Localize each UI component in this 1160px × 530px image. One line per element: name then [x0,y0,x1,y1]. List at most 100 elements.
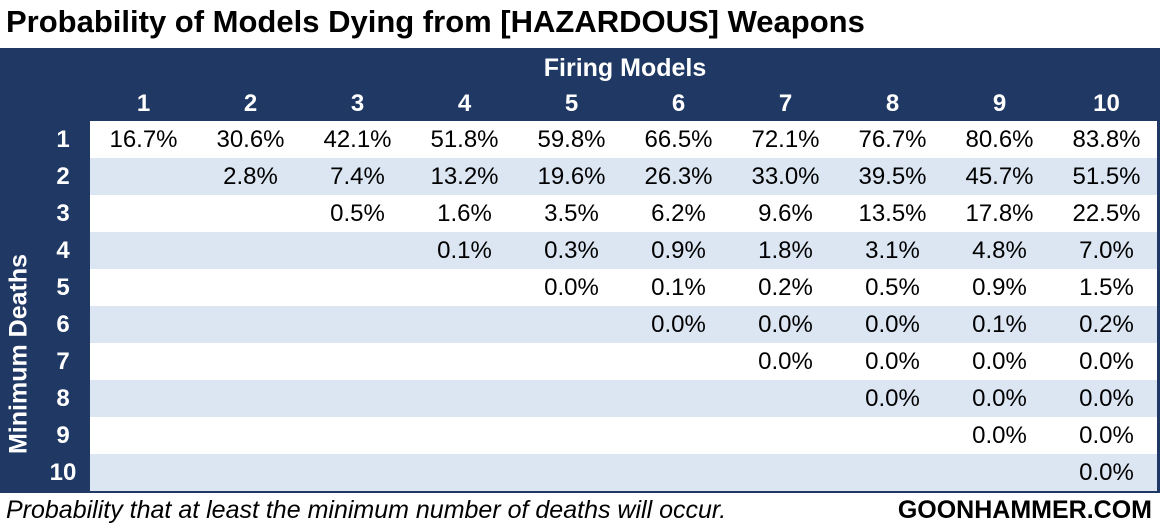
table-row: 0.0% 0.1% 0.2% 0.5% 0.9% 1.5% [90,269,1157,306]
table-cell [518,306,625,343]
table-cell: 45.7% [965,163,1034,190]
column-number: 5 [564,90,579,117]
table-cell [90,232,197,269]
table-cell: 0.2% [1079,311,1134,338]
table-cell: 0.0% [865,311,920,338]
column-number: 4 [457,90,472,117]
table-cell: 13.5% [858,200,927,227]
table-cell: 22.5% [1072,200,1141,227]
table-cell: 0.5% [865,274,920,301]
table-cell: 0.5% [330,200,385,227]
table-cell [90,454,197,491]
table-cell: 13.2% [430,163,499,190]
table-cell: 0.0% [758,348,813,375]
table-cell: 0.1% [651,274,706,301]
table-cell [625,380,732,417]
table-row: 2.8% 7.4% 13.2% 19.6% 26.3% 33.0% 39.5% 45.7% 51… [90,158,1157,195]
table-cell [197,269,304,306]
table-cell: 1.5% [1079,274,1134,301]
table-cell [90,269,197,306]
table-panel: Firing Models 1 2 3 4 5 6 7 8 9 10 Minimum Deaths… [0,48,1160,493]
table-cell: 0.0% [972,385,1027,412]
table-cell: 6.2% [651,200,706,227]
table-cell [518,454,625,491]
table-cell: 76.7% [858,126,927,153]
row-number: 4 [56,237,70,264]
table-cell: 0.0% [758,311,813,338]
row-header-label: Minimum Deaths [4,253,33,455]
row-number: 6 [56,311,70,338]
table-cell: 42.1% [323,126,392,153]
table-cell [90,343,197,380]
table-cell [304,232,411,269]
table-row: 0.0% 0.0% [90,417,1157,454]
table-row: 0.0% [90,454,1157,491]
column-number: 1 [136,90,151,117]
probability-grid: 16.7% 30.6% 42.1% 51.8% 59.8% 66.5% 72.1% 76.7%… [90,121,1157,491]
table-cell [518,343,625,380]
table-cell: 0.1% [437,237,492,264]
table-cell [518,380,625,417]
table-row: 0.0% 0.0% 0.0% [90,380,1157,417]
row-number: 3 [56,200,70,227]
chart-title: Probability of Models Dying from [HAZARD… [6,4,865,39]
table-cell: 39.5% [858,163,927,190]
table-cell [90,306,197,343]
table-row: 0.5% 1.6% 3.5% 6.2% 9.6% 13.5% 17.8% 22.5% [90,195,1157,232]
column-number: 2 [243,90,258,117]
table-cell [304,306,411,343]
table-cell [90,417,197,454]
table-cell: 0.0% [972,348,1027,375]
row-number: 7 [56,348,70,375]
table-cell [518,417,625,454]
table-cell: 0.0% [865,348,920,375]
table-cell [411,343,518,380]
table-row: 0.1% 0.3% 0.9% 1.8% 3.1% 4.8% 7.0% [90,232,1157,269]
table-cell: 51.8% [430,126,499,153]
table-cell: 4.8% [972,237,1027,264]
table-row: 0.0% 0.0% 0.0% 0.0% [90,343,1157,380]
table-cell [90,380,197,417]
table-row: 0.0% 0.0% 0.0% 0.1% 0.2% [90,306,1157,343]
table-cell [197,380,304,417]
table-cell: 0.0% [544,274,599,301]
table-cell: 9.6% [758,200,813,227]
footnote: Probability that at least the minimum nu… [6,496,727,524]
row-number: 5 [56,274,70,301]
row-number: 8 [56,385,70,412]
table-cell [411,269,518,306]
column-number: 7 [778,90,793,117]
column-number: 9 [992,90,1007,117]
brand-label: GOONHAMMER.COM [897,496,1152,524]
table-cell: 0.0% [1079,348,1134,375]
table-cell: 80.6% [965,126,1034,153]
row-number: 2 [56,163,70,190]
table-cell: 7.0% [1079,237,1134,264]
table-cell: 33.0% [751,163,820,190]
table-cell: 0.9% [972,274,1027,301]
table-cell [197,232,304,269]
table-cell [625,454,732,491]
table-cell: 3.1% [865,237,920,264]
table-cell: 0.0% [865,385,920,412]
table-cell [90,158,197,195]
table-cell [304,343,411,380]
table-cell [304,269,411,306]
column-number: 8 [885,90,900,117]
column-number: 3 [350,90,365,117]
table-cell: 0.0% [1079,422,1134,449]
table-cell: 0.2% [758,274,813,301]
table-cell [304,454,411,491]
table-cell [839,454,946,491]
table-cell: 66.5% [644,126,713,153]
table-cell: 30.6% [216,126,285,153]
table-cell: 19.6% [537,163,606,190]
table-cell [411,306,518,343]
table-row: 16.7% 30.6% 42.1% 51.8% 59.8% 66.5% 72.1% 76.7%… [90,121,1157,158]
table-cell: 0.0% [651,311,706,338]
table-cell: 17.8% [965,200,1034,227]
table-cell [304,417,411,454]
table-cell: 72.1% [751,126,820,153]
column-header-label: Firing Models [543,54,707,82]
table-cell: 83.8% [1072,126,1141,153]
